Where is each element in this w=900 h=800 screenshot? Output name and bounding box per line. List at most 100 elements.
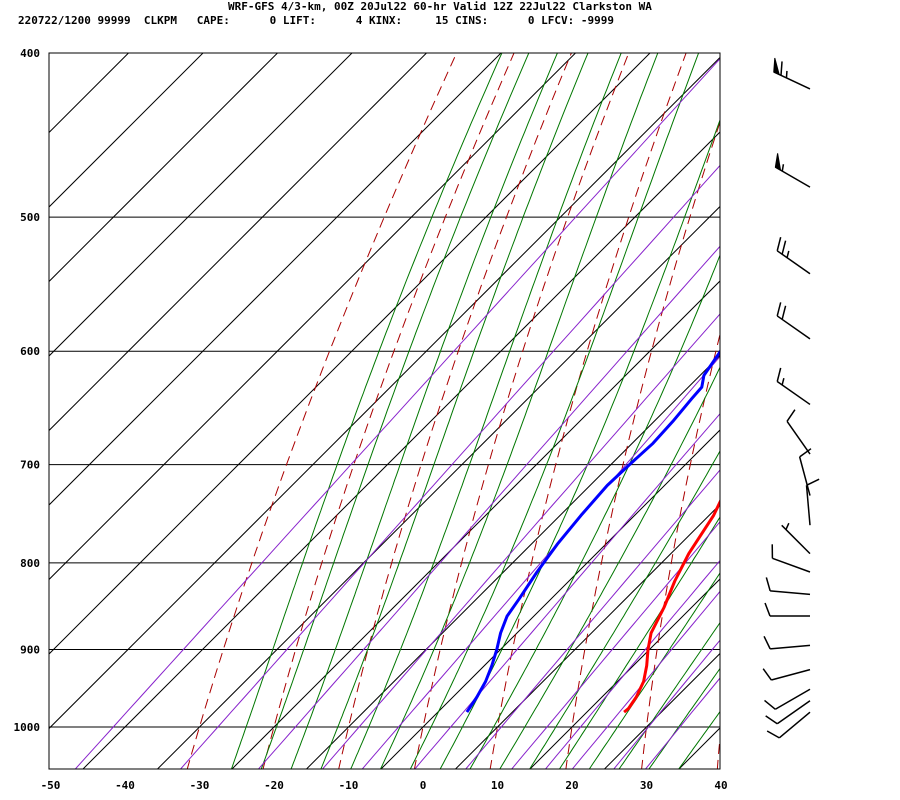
temperature-profile — [623, 498, 720, 714]
mixing-ratio-line — [74, 57, 720, 769]
reference-lines — [74, 15, 900, 770]
isotherm-line — [49, 56, 720, 730]
mixing-ratio-line — [511, 521, 720, 769]
isotherm-line — [305, 354, 720, 769]
wind-barb-half-flag — [781, 164, 785, 172]
isotherm-line — [49, 53, 651, 655]
isotherm-line — [49, 53, 502, 506]
wind-barb-flag — [762, 668, 772, 681]
wind-barb — [766, 711, 811, 739]
wind-barb-staff — [786, 420, 811, 455]
wind-barb — [798, 448, 812, 496]
temperature-tick-label: -30 — [190, 779, 210, 792]
moist-adiabat — [469, 253, 720, 769]
wind-barb — [774, 153, 811, 188]
wind-barb — [776, 302, 811, 340]
mixing-ratio-line — [613, 639, 720, 769]
pressure-tick-label: 400 — [20, 47, 40, 60]
moist-adiabat — [618, 621, 720, 769]
temperature-tick-label: -40 — [115, 779, 135, 792]
dewpoint-profile — [465, 348, 720, 713]
mixing-ratio-line — [544, 559, 720, 769]
wind-barbs — [762, 57, 820, 739]
mixing-ratio-line — [321, 313, 720, 769]
isotherm-line — [827, 15, 900, 770]
wind-barb-flag — [766, 730, 780, 739]
wind-barb — [776, 367, 811, 406]
pressure-tick-label: 700 — [20, 459, 40, 472]
chart-title: WRF-GFS 4/3-km, 00Z 20Jul22 60-hr Valid … — [228, 0, 652, 13]
mixing-ratio-line — [257, 245, 720, 769]
wind-barb — [764, 688, 811, 710]
isotherm-line — [49, 53, 279, 283]
isotherm-line — [231, 280, 720, 769]
moist-adiabat — [320, 53, 589, 769]
dry-adiabat — [489, 53, 687, 769]
wind-barb — [764, 602, 810, 617]
pressure-tick-label: 500 — [20, 211, 40, 224]
dry-adiabat — [186, 53, 458, 769]
wind-barb-staff — [774, 688, 811, 710]
wind-barb-staff — [773, 71, 811, 90]
wind-barb-half-flag — [781, 377, 785, 386]
wind-barb-flag — [764, 699, 776, 710]
moist-adiabat — [409, 53, 700, 769]
wind-barb — [805, 478, 820, 526]
mixing-ratio-line — [414, 412, 720, 769]
wind-barb-staff — [772, 557, 811, 573]
wind-barb — [776, 237, 811, 275]
pressure-tick-label: 1000 — [14, 721, 41, 734]
wind-barb-flag — [764, 602, 771, 617]
temperature-tick-label: 20 — [565, 779, 578, 792]
isotherm-line — [49, 53, 353, 357]
isotherm-line — [380, 429, 720, 769]
mixing-ratio-line — [571, 590, 720, 769]
wind-barb — [771, 544, 811, 573]
wind-barb — [765, 577, 811, 596]
temperature-tick-label: -20 — [264, 779, 284, 792]
isotherm-line — [753, 15, 900, 770]
dry-adiabat — [641, 332, 720, 769]
pressure-tick-label: 800 — [20, 557, 40, 570]
wind-barb-staff — [781, 524, 811, 555]
pressure-tick-label: 600 — [20, 345, 40, 358]
moist-adiabat — [379, 53, 659, 769]
temperature-tick-label: -10 — [339, 779, 359, 792]
wind-barb-staff — [778, 711, 811, 739]
wind-barb — [762, 668, 811, 681]
wind-barb — [781, 522, 811, 555]
wind-barb-staff — [774, 166, 811, 188]
wind-barb-pennant — [774, 153, 782, 172]
dry-adiabat — [262, 53, 515, 769]
wind-barb-flag — [776, 367, 782, 382]
temperature-tick-label: 40 — [714, 779, 727, 792]
isotherm-line — [678, 727, 720, 769]
dry-adiabat — [565, 120, 720, 769]
isotherm-line — [49, 53, 577, 581]
moist-adiabat — [499, 366, 720, 769]
mixing-ratio-line — [465, 469, 720, 769]
moist-adiabat — [529, 450, 720, 769]
isotherm-line — [529, 578, 720, 769]
mixing-ratio-line — [179, 164, 720, 769]
temperature-tick-label: 30 — [640, 779, 653, 792]
wind-barb-half-flag — [785, 70, 788, 78]
wind-barb-flag — [763, 635, 771, 650]
isotherm-line — [454, 503, 720, 769]
moist-adiabat — [558, 516, 720, 769]
wind-barb — [765, 700, 811, 725]
moist-adiabat — [290, 53, 558, 769]
wind-barb — [773, 57, 811, 90]
wind-barb-flag — [776, 237, 782, 251]
wind-barb-staff — [770, 590, 811, 596]
wind-barb-flag — [786, 409, 796, 422]
plot-frame — [48, 52, 721, 770]
temperature-tick-label: 10 — [491, 779, 504, 792]
profile-series — [465, 348, 720, 714]
dry-adiabat — [338, 53, 572, 769]
wind-barb-staff — [798, 456, 811, 496]
wind-barb — [786, 409, 811, 455]
dry-adiabat — [869, 15, 900, 770]
wind-barb-staff — [770, 644, 811, 650]
